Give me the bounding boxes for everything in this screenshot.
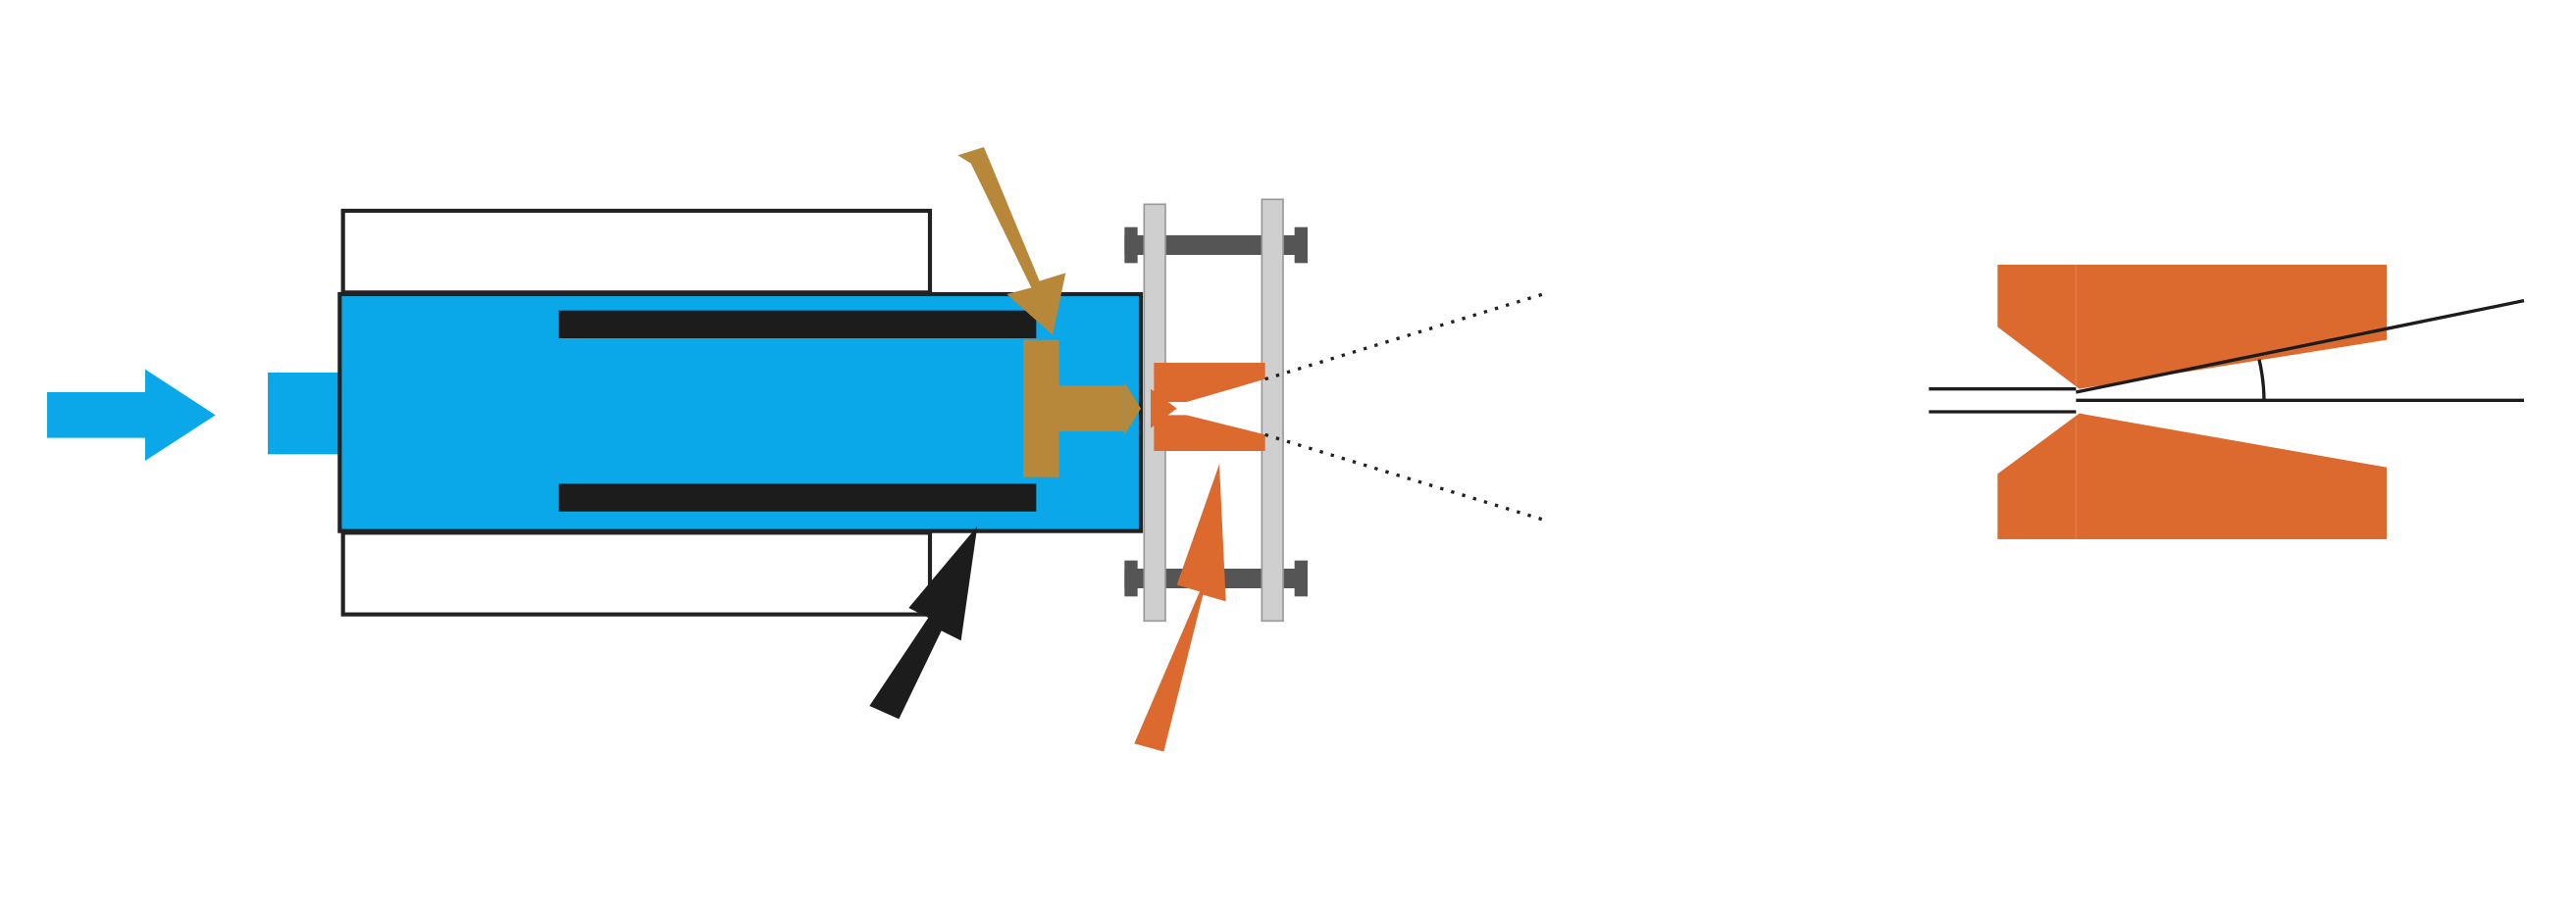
conical-nozzle-detail [1929, 265, 2525, 539]
conical-nozzle-top-half [1997, 265, 2387, 389]
flange-plate-right [1261, 198, 1284, 623]
xe-inlet-arrow [47, 369, 216, 461]
solenoid-top-frame [340, 208, 933, 295]
magnetic-cylinder-bottom-bar [558, 483, 1037, 512]
poppit-arrow [957, 147, 1066, 335]
nozzle-arrow [1134, 464, 1226, 752]
solenoid-bottom-frame [340, 530, 933, 617]
cone-angle-line [2075, 299, 2525, 394]
angle-arc [2257, 359, 2266, 401]
jet-boundary-bottom [1264, 432, 1544, 522]
magnetic-cylinder-arrow [869, 526, 978, 720]
poppit-plunger [1023, 339, 1141, 477]
magnetic-cylinder-top-bar [558, 310, 1037, 338]
inlet-pipe [268, 373, 350, 455]
conical-nozzle-bottom-half [1997, 413, 2387, 539]
nozzle-body [1151, 363, 1265, 451]
jet-boundary-top [1264, 292, 1544, 381]
